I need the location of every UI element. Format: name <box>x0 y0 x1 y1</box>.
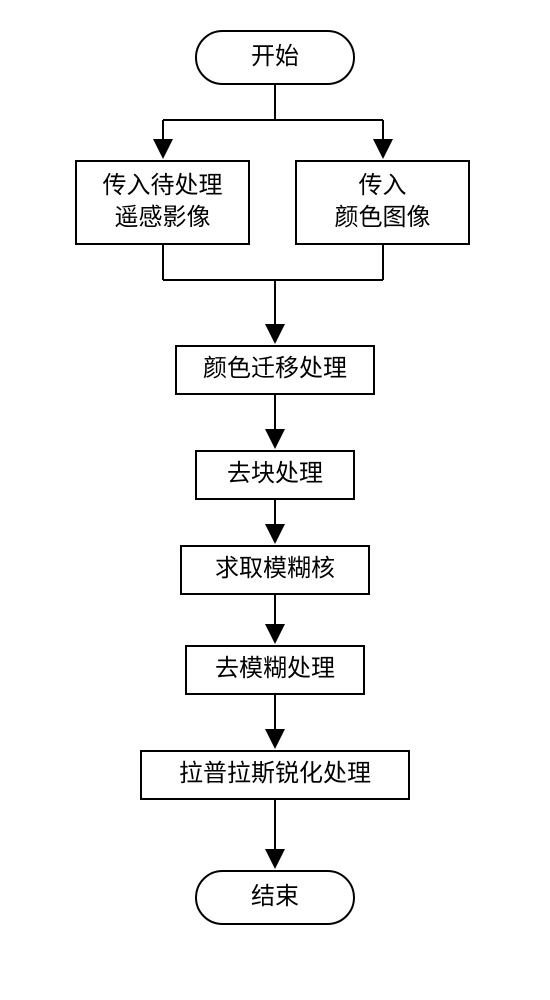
input2-node: 传入 颜色图像 <box>295 160 470 245</box>
step1-label: 颜色迁移处理 <box>203 354 347 385</box>
step2-node: 去块处理 <box>195 450 355 500</box>
input1-label: 传入待处理 遥感影像 <box>103 171 223 233</box>
step4-label: 去模糊处理 <box>215 654 335 685</box>
step5-node: 拉普拉斯锐化处理 <box>140 750 410 800</box>
input2-label: 传入 颜色图像 <box>335 171 431 233</box>
step3-node: 求取模糊核 <box>180 545 370 595</box>
flowchart-container: 开始 传入待处理 遥感影像 传入 颜色图像 颜色迁移处理 去块处理 求取模糊核 … <box>0 0 550 1000</box>
input1-node: 传入待处理 遥感影像 <box>75 160 250 245</box>
step2-label: 去块处理 <box>227 459 323 490</box>
start-label: 开始 <box>251 42 299 73</box>
end-node: 结束 <box>195 870 355 925</box>
step1-node: 颜色迁移处理 <box>175 345 375 395</box>
step5-label: 拉普拉斯锐化处理 <box>179 759 371 790</box>
end-label: 结束 <box>251 882 299 913</box>
start-node: 开始 <box>195 30 355 85</box>
flowchart-arrows <box>0 0 550 1000</box>
step4-node: 去模糊处理 <box>185 645 365 695</box>
step3-label: 求取模糊核 <box>215 554 335 585</box>
